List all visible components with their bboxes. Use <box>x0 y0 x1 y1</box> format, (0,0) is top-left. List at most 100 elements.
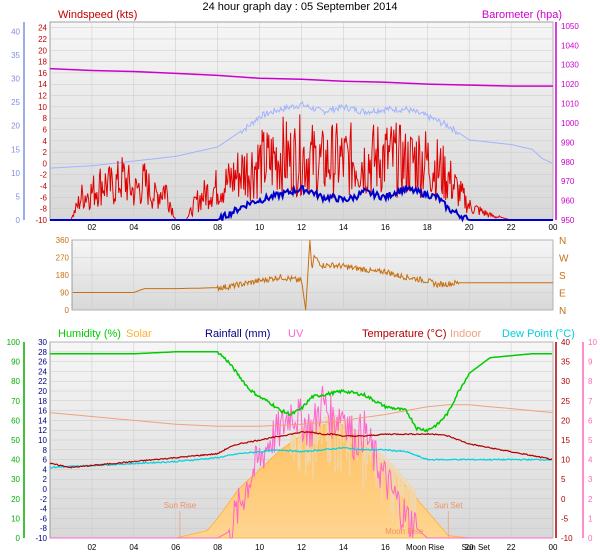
wind-left-tick: 24 <box>38 24 47 33</box>
wind-left-tick: 12 <box>38 92 47 101</box>
wind-left-tick: -6 <box>40 193 48 202</box>
gust-line <box>50 114 553 221</box>
uv-tick: 9 <box>588 358 593 367</box>
wind-left-tick: -4 <box>40 182 48 191</box>
wind-left-tick: 8 <box>43 114 48 123</box>
wind-x-tick: 08 <box>213 223 222 232</box>
barometer-label: Barometer (hpa) <box>482 9 562 21</box>
humidity-tick: 50 <box>11 436 20 445</box>
wind-x-tick: 14 <box>339 223 348 232</box>
humidity-tick: 100 <box>7 338 21 347</box>
humidity-tick: 70 <box>11 397 20 406</box>
indoor-line <box>49 404 554 427</box>
wind-left-tick: 20 <box>38 46 47 55</box>
temperature-tick: 30 <box>561 377 570 386</box>
wind-left-tick: -2 <box>40 171 48 180</box>
uv-tick: 1 <box>588 514 593 523</box>
uv-tick: 8 <box>588 377 593 386</box>
wind-outer-tick: 5 <box>16 192 21 201</box>
sunset-axis-label: Sun Set <box>461 543 490 552</box>
env-x-tick: 12 <box>297 543 306 552</box>
humidity-tick: 40 <box>11 456 20 465</box>
humidity-tick: 20 <box>11 495 20 504</box>
wind-x-tick: 04 <box>129 223 138 232</box>
env-x-tick: 14 <box>339 543 348 552</box>
wind-outer-tick: 30 <box>11 75 20 84</box>
windspeed-label: Windspeed (kts) <box>58 9 137 21</box>
env-left-tick: 28 <box>38 348 47 357</box>
env-left-tick: 30 <box>38 338 47 347</box>
temperature-tick: -5 <box>561 514 569 523</box>
legend-temperature: Temperature (°C) <box>362 328 446 340</box>
env-left-tick: 22 <box>38 377 47 386</box>
wind-x-tick: 16 <box>381 223 390 232</box>
env-left-tick: 6 <box>43 456 48 465</box>
temperature-tick: 25 <box>561 397 570 406</box>
direction-compass-tick: S <box>559 271 566 282</box>
wind-left-tick: 4 <box>43 137 48 146</box>
barometer-tick: 1010 <box>561 100 579 109</box>
chart-title: 24 hour graph day : 05 September 2014 <box>202 1 397 13</box>
avg-wind-line <box>50 184 553 223</box>
env-left-tick: 0 <box>43 485 48 494</box>
wind-left-tick: 22 <box>38 35 47 44</box>
sunset-label: Sun Set <box>434 501 463 510</box>
wind-outer-tick: 25 <box>11 98 20 107</box>
temperature-tick: 10 <box>561 456 570 465</box>
uv-tick: 4 <box>588 456 593 465</box>
humidity-tick: 30 <box>11 475 20 484</box>
humidity-line <box>50 351 552 433</box>
wind-outer-tick: 15 <box>11 145 20 154</box>
wind-outer-tick: 35 <box>11 51 20 60</box>
temperature-tick: 5 <box>561 475 566 484</box>
humidity-tick: 60 <box>11 416 20 425</box>
wind-x-tick: 12 <box>297 223 306 232</box>
env-left-tick: 2 <box>43 475 48 484</box>
env-x-tick: 20 <box>465 543 474 552</box>
env-left-tick: 10 <box>38 436 47 445</box>
wind-left-tick: 18 <box>38 58 47 67</box>
wind-left-tick: 2 <box>43 148 48 157</box>
barometer-tick: 1040 <box>561 41 579 50</box>
env-x-tick: 06 <box>171 543 180 552</box>
uv-tick: 0 <box>588 534 593 543</box>
wind-left-tick: -10 <box>35 216 47 225</box>
humidity-tick: 0 <box>16 534 21 543</box>
uv-tick: 10 <box>588 338 597 347</box>
wind-left-tick: 16 <box>38 69 47 78</box>
humidity-tick: 80 <box>11 377 20 386</box>
wind-x-tick: 02 <box>87 223 96 232</box>
sunrise-label: Sun Rise <box>164 501 197 510</box>
temperature-tick: 40 <box>561 338 570 347</box>
env-left-tick: 4 <box>43 465 48 474</box>
wind-left-tick: 6 <box>43 125 48 134</box>
legend-dewpoint: Dew Point (°C) <box>502 328 575 340</box>
wind-x-tick: 20 <box>465 223 474 232</box>
humidity-tick: 90 <box>11 358 20 367</box>
uv-tick: 2 <box>588 495 593 504</box>
env-left-tick: 26 <box>38 358 47 367</box>
env-left-tick: -10 <box>35 534 47 543</box>
env-left-tick: -8 <box>40 524 48 533</box>
uv-tick: 6 <box>588 416 593 425</box>
barometer-tick: 960 <box>561 197 575 206</box>
barometer-tick: 990 <box>561 138 575 147</box>
wind-x-tick: 18 <box>423 223 432 232</box>
env-left-tick: 12 <box>38 426 47 435</box>
legend-indoor: Indoor <box>450 328 482 340</box>
barometer-tick: 950 <box>561 216 575 225</box>
wind-outer-tick: 40 <box>11 27 20 36</box>
direction-left-tick: 360 <box>56 236 70 245</box>
wind-outer-tick: 10 <box>11 169 20 178</box>
barometer-tick: 1030 <box>561 61 579 70</box>
temperature-tick: 35 <box>561 358 570 367</box>
env-x-tick: 04 <box>129 543 138 552</box>
wind-x-tick: 10 <box>255 223 264 232</box>
barometer-line <box>49 67 553 87</box>
temperature-tick: 0 <box>561 495 566 504</box>
barometer-tick: 980 <box>561 158 575 167</box>
wind-x-tick: 22 <box>507 223 516 232</box>
wind-outer-tick: 20 <box>11 122 20 131</box>
env-x-tick: 00 <box>549 543 558 552</box>
legend-humidity: Humidity (%) <box>58 328 121 340</box>
